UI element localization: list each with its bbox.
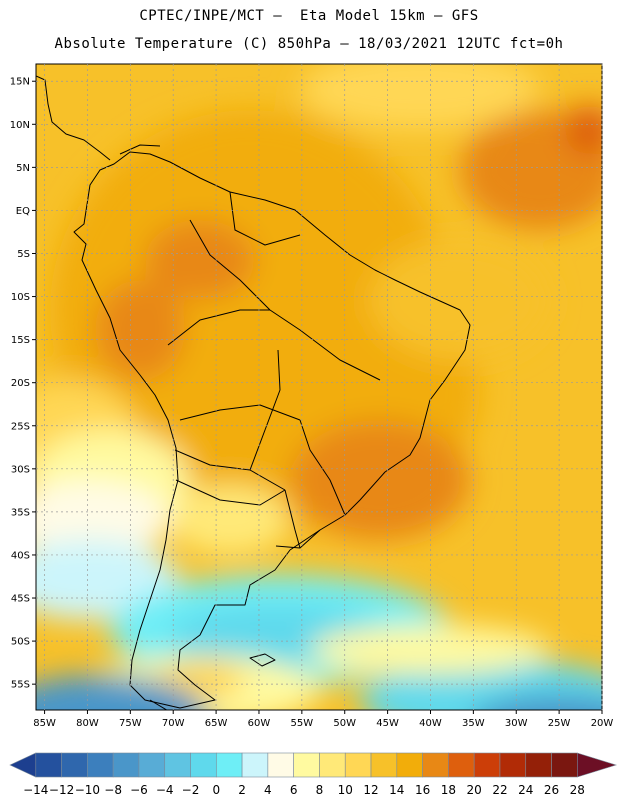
lat-tick-label: 35S <box>11 507 30 518</box>
map-subtitle: Absolute Temperature (C) 850hPa – 18/03/… <box>54 36 564 52</box>
colorbar-label: 0 <box>212 783 220 797</box>
lon-tick-label: 40W <box>419 718 442 729</box>
colorbar-label: 26 <box>544 783 559 797</box>
color-bar: −14 −12 −10 −8 −6 −4 −2 0 2 4 6 8 10 12 14 16 18 20 22 24 26… <box>9 752 618 797</box>
lat-lon-grid <box>36 64 603 710</box>
lat-tick-label: 15S <box>11 335 30 346</box>
colorbar-label: 24 <box>518 783 533 797</box>
colorbar-label: 28 <box>570 783 585 797</box>
colorbar-label: −12 <box>49 783 74 797</box>
colorbar-box <box>35 752 62 778</box>
colorbar-label: 10 <box>338 783 353 797</box>
lat-tick-label: 5S <box>17 249 30 260</box>
colorbar-label: 16 <box>415 783 430 797</box>
colorbar-label: −10 <box>75 783 100 797</box>
colorbar-label: 12 <box>363 783 378 797</box>
coastline-borders <box>36 75 471 710</box>
colorbar-box <box>319 752 346 778</box>
colorbar-box <box>164 752 191 778</box>
colorbar-box <box>344 752 372 778</box>
lat-tick-label: 15N <box>10 77 30 88</box>
lon-tick-label: 20W <box>591 718 614 729</box>
lon-tick-label: 30W <box>505 718 528 729</box>
colorbar-box <box>293 752 320 778</box>
colorbar-high-triangle <box>577 752 618 778</box>
colorbar-box <box>267 752 294 778</box>
lat-tick-label: 40S <box>11 550 30 561</box>
colorbar-label: 18 <box>441 783 456 797</box>
lat-tick-label: 10S <box>11 292 30 303</box>
lat-tick-label: 5N <box>16 163 30 174</box>
map-title: CPTEC/INPE/MCT – Eta Model 15km – GFS <box>139 8 479 24</box>
colorbar-label: 4 <box>264 783 272 797</box>
colorbar-box <box>370 752 398 778</box>
colorbar-box <box>525 752 552 778</box>
lon-tick-label: 80W <box>76 718 99 729</box>
lon-tick-label: 75W <box>119 718 142 729</box>
lon-tick-label: 25W <box>548 718 571 729</box>
colorbar-box <box>448 752 475 778</box>
colorbar-box <box>87 752 114 778</box>
colorbar-box <box>215 752 243 778</box>
lat-tick-label: 50S <box>11 637 30 648</box>
temperature-map: 15N 10N 5N EQ 5S 10S 15S 20S 25S 30S 35S 40S 45S 50S 5… <box>10 63 614 729</box>
colorbar-label: 22 <box>492 783 507 797</box>
colorbar-label: 20 <box>467 783 482 797</box>
colorbar-label: 6 <box>290 783 298 797</box>
lon-tick-label: 55W <box>291 718 314 729</box>
lat-tick-label: 25S <box>11 421 30 432</box>
colorbar-box <box>422 752 449 778</box>
colorbar-low-triangle <box>9 752 37 778</box>
lat-tick-label: 20S <box>11 378 30 389</box>
lon-tick-label: 70W <box>162 718 185 729</box>
colorbar-label: −14 <box>23 783 48 797</box>
colorbar-label: 14 <box>389 783 404 797</box>
colorbar-box <box>241 752 269 778</box>
map-frame <box>35 63 603 711</box>
lat-tick-label: 45S <box>11 594 30 605</box>
lon-tick-label: 85W <box>33 718 56 729</box>
colorbar-box <box>112 752 140 778</box>
colorbar-label: −6 <box>130 783 148 797</box>
temperature-field <box>36 64 602 710</box>
lat-tick-label: EQ <box>16 206 30 217</box>
lat-tick-label: 30S <box>11 464 30 475</box>
lon-tick-label: 50W <box>333 718 356 729</box>
colorbar-label: −2 <box>182 783 200 797</box>
lon-tick-label: 35W <box>462 718 485 729</box>
axis-labels: 15N 10N 5N EQ 5S 10S 15S 20S 25S 30S 35S 40S 45S 50S 5… <box>10 77 614 729</box>
colorbar-label: −4 <box>156 783 174 797</box>
lon-tick-label: 45W <box>376 718 399 729</box>
colorbar-box <box>138 752 166 778</box>
colorbar-label: 2 <box>238 783 246 797</box>
colorbar-box <box>551 752 578 778</box>
lat-tick-label: 55S <box>11 680 30 691</box>
colorbar-label: −8 <box>104 783 122 797</box>
lon-tick-label: 65W <box>205 718 228 729</box>
colorbar-box <box>499 752 527 778</box>
colorbar-box <box>396 752 423 778</box>
lat-tick-label: 10N <box>10 120 30 131</box>
colorbar-label: 8 <box>316 783 324 797</box>
colorbar-box <box>61 752 88 778</box>
colorbar-box <box>190 752 217 778</box>
lon-tick-label: 60W <box>248 718 271 729</box>
colorbar-box <box>473 752 501 778</box>
